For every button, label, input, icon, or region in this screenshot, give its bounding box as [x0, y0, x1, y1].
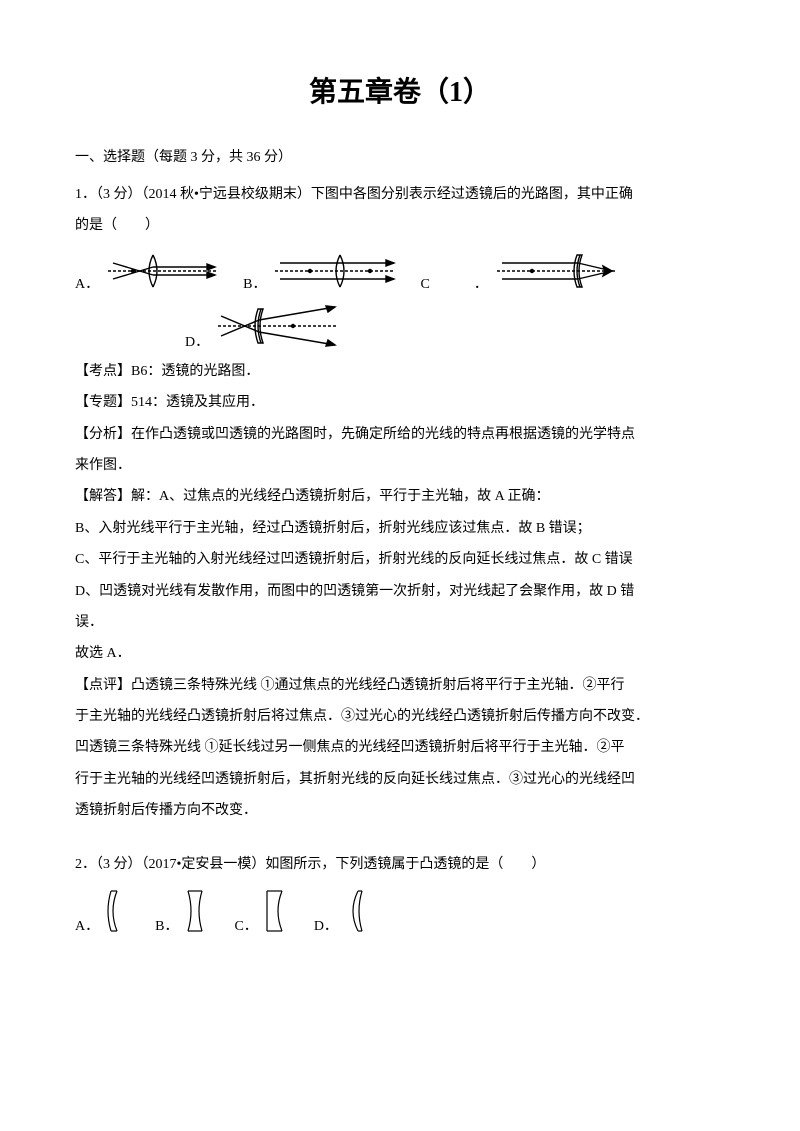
- q1-jieda-2: B、入射光线平行于主光轴，经过凸透镜折射后，折射光线应该过焦点．故 B 错误；: [75, 514, 725, 543]
- q2-option-a: A．: [75, 887, 129, 935]
- q1-jieda-1: 【解答】解：A、过焦点的光线经凸透镜折射后，平行于主光轴，故 A 正确：: [75, 482, 725, 511]
- q1-dp-1: 【点评】凸透镜三条特殊光线 ①通过焦点的光线经凸透镜折射后将平行于主光轴．②平行: [75, 671, 725, 700]
- q1-dp-2: 于主光轴的光线经凸透镜折射后将过焦点．③过光心的光线经凸透镜折射后传播方向不改变…: [75, 702, 725, 731]
- label-a: A．: [75, 273, 99, 293]
- section-header: 一、选择题（每题 3 分，共 36 分）: [75, 146, 725, 166]
- label-d2: D．: [314, 915, 338, 935]
- meniscus-concave-icon: [342, 887, 368, 935]
- q1-option-a: A．: [75, 249, 223, 293]
- q1-jieda-3: C、平行于主光轴的入射光线经过凹透镜折射后，折射光线的反向延长线过焦点．故 C …: [75, 545, 725, 574]
- page-title: 第五章卷（1）: [75, 70, 725, 110]
- q1-options-row2: D．: [75, 301, 725, 351]
- label-a2: A．: [75, 915, 99, 935]
- q1-kaodian: 【考点】B6：透镜的光路图．: [75, 357, 725, 386]
- q2-option-d: D．: [314, 887, 368, 935]
- q1-jieda-4: D、凹透镜对光线有发散作用，而图中的凹透镜第一次折射，对光线起了会聚作用，故 D…: [75, 577, 725, 606]
- q1-dp-4: 行于主光轴的光线经凹透镜折射后，其折射光线的反向延长线过焦点．③过光心的光线经凹: [75, 765, 725, 794]
- convex-lens-focus-icon: [103, 249, 223, 293]
- q1-jieda-5: 误．: [75, 608, 725, 637]
- concave-lens-converge-icon: [492, 249, 622, 293]
- label-b2: B．: [155, 915, 178, 935]
- q1-option-b: B．: [243, 249, 400, 293]
- label-d: D．: [185, 331, 209, 351]
- q1-gu: 故选 A．: [75, 639, 725, 668]
- q1-fenxi-2: 来作图．: [75, 451, 725, 480]
- q1-dp-3: 凹透镜三条特殊光线 ①延长线过另一侧焦点的光线经凹透镜折射后将平行于主光轴．②平: [75, 733, 725, 762]
- q2-option-c: C．: [234, 887, 287, 935]
- q1-option-c: C ．: [420, 249, 621, 293]
- q2-options-row: A． B． C．: [75, 887, 725, 935]
- q1-fenxi-1: 【分析】在作凸透镜或凹透镜的光路图时，先确定所给的光线的特点再根据透镜的光学特点: [75, 420, 725, 449]
- label-c-dot: ．: [474, 273, 488, 293]
- q1-stem-line2: 的是（ ）: [75, 211, 725, 240]
- page: 第五章卷（1） 一、选择题（每题 3 分，共 36 分） 1．（3 分）（201…: [0, 0, 800, 1131]
- concave-lens-diverge-icon: [213, 301, 343, 351]
- planoconcave-icon: [262, 887, 288, 935]
- q2-stem: 2．（3 分）（2017•定安县一模）如图所示，下列透镜属于凸透镜的是（ ）: [75, 850, 725, 879]
- q2-option-b: B．: [155, 887, 208, 935]
- q1-dp-5: 透镜折射后传播方向不改变．: [75, 796, 725, 825]
- q1-zhuanti: 【专题】514：透镜及其应用．: [75, 388, 725, 417]
- q1-option-d: D．: [185, 301, 343, 351]
- biconcave-icon: [182, 887, 208, 935]
- q1-stem-line1: 1．（3 分）（2014 秋•宁远县校级期末）下图中各图分别表示经过透镜后的光路…: [75, 180, 725, 209]
- meniscus-convex-icon: [103, 887, 129, 935]
- label-c2: C．: [234, 915, 257, 935]
- label-c: C: [420, 277, 429, 293]
- label-b: B．: [243, 273, 266, 293]
- convex-lens-parallel-icon: [270, 249, 400, 293]
- q1-options-row1: A． B．: [75, 249, 725, 293]
- gap: [75, 828, 725, 850]
